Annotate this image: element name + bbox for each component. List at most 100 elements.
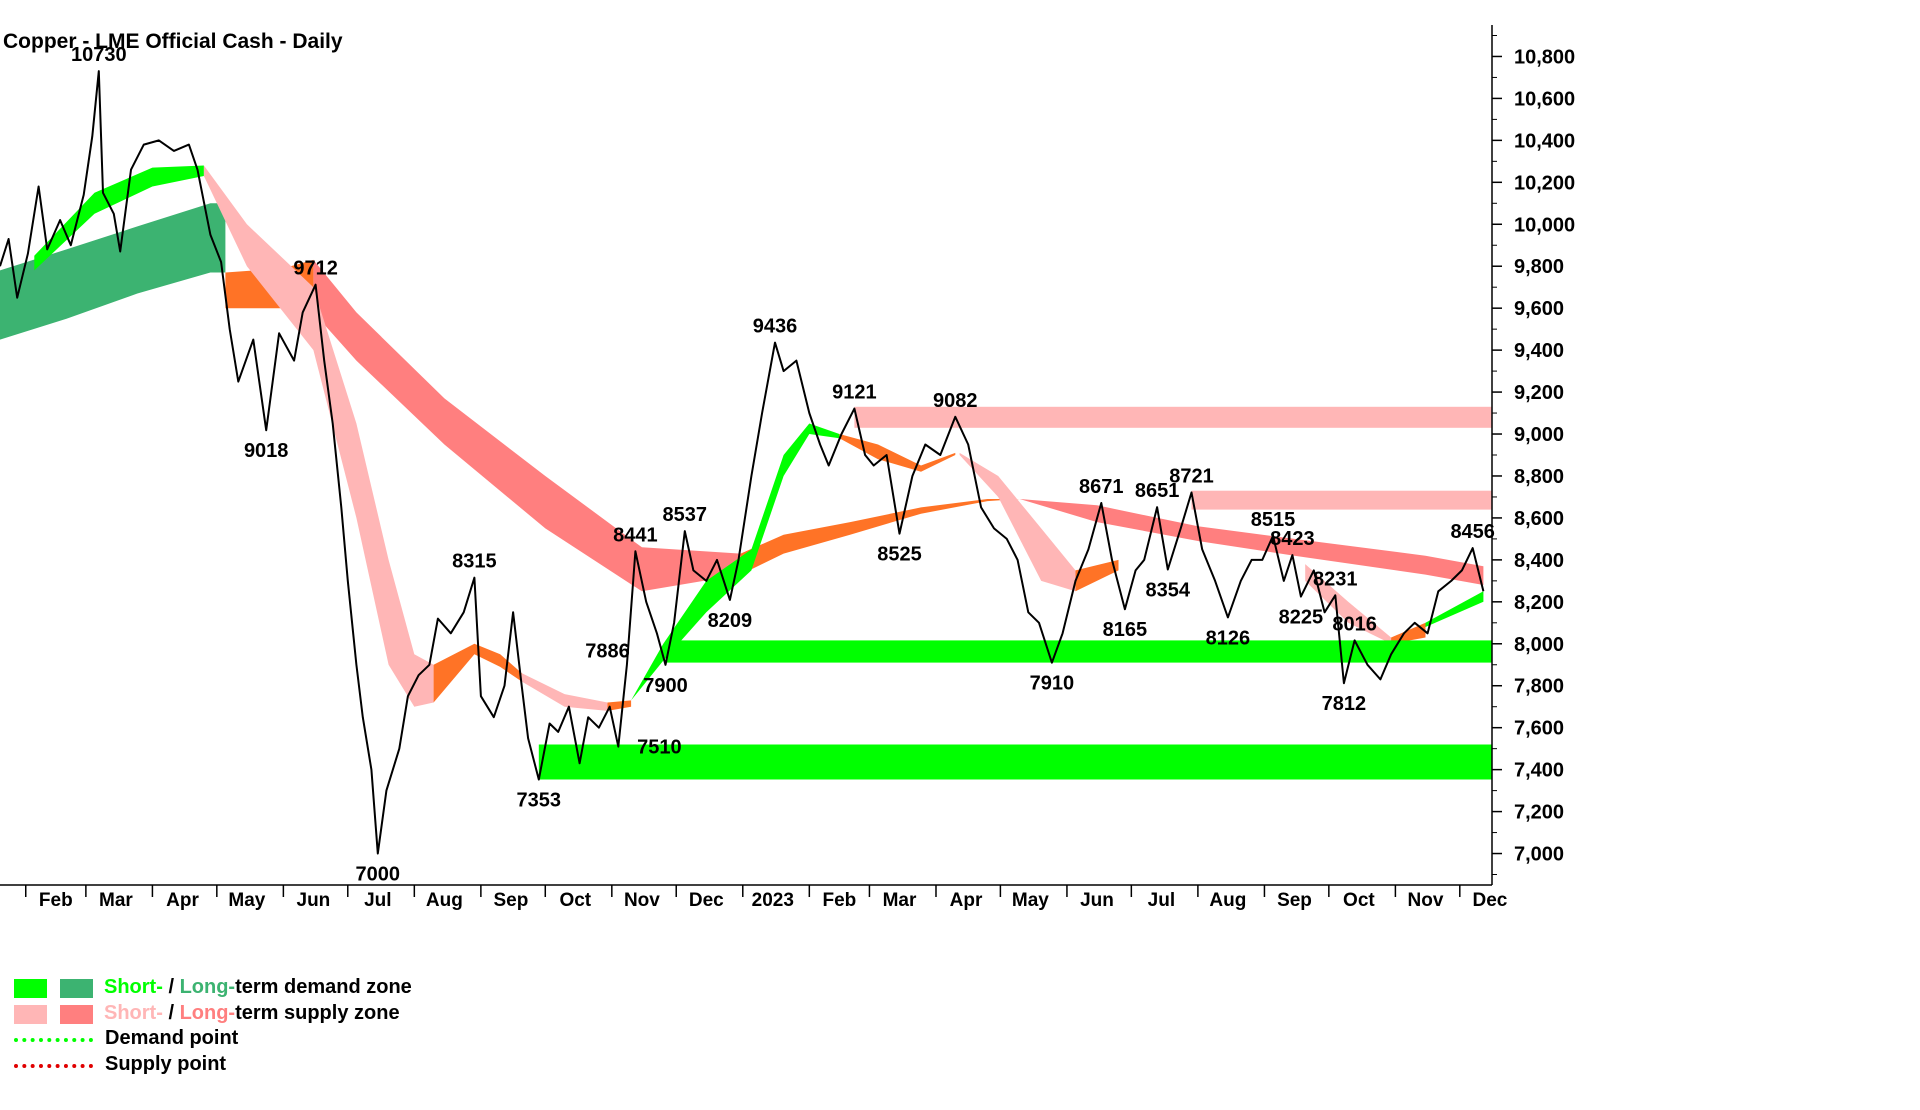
supply-point-dash (14, 1063, 93, 1068)
x-tick-label-2023: 2023 (752, 890, 794, 911)
x-tick-label-Mar: Mar (99, 890, 133, 911)
swing-label-8515: 8515 (1251, 509, 1296, 531)
x-tick-label-Aug: Aug (1209, 890, 1246, 911)
short-demand-zone-0 (665, 640, 1492, 663)
x-tick-label-Jul: Jul (1148, 890, 1175, 911)
x-tick-label-May: May (1012, 890, 1049, 911)
y-tick-label-10800: 10,800 (1514, 47, 1575, 69)
y-tick-label-8600: 8,600 (1514, 508, 1564, 530)
supply-point-label: Supply point (105, 1052, 227, 1075)
swing-label-8225: 8225 (1279, 607, 1324, 629)
y-tick-label-8200: 8,200 (1514, 592, 1564, 614)
short-demand-band-5 (34, 165, 204, 271)
price-line (0, 70, 1485, 855)
swing-label-8423: 8423 (1270, 528, 1315, 550)
long-demand-swatch (60, 979, 93, 998)
short-demand-swatch (14, 979, 47, 998)
swing-label-8016: 8016 (1332, 613, 1377, 635)
x-tick-label-Apr: Apr (166, 890, 199, 911)
short-supply-band-8 (521, 673, 608, 711)
demand-point-dash (14, 1038, 93, 1042)
legend-supply-label: Short- / Long-term supply zone (104, 1001, 400, 1024)
bull-transition-band-9 (607, 700, 632, 711)
long-supply-swatch (60, 1004, 93, 1024)
zones-layer (0, 165, 1492, 780)
short-supply-band-12 (959, 452, 1076, 592)
x-tick-label-Aug: Aug (426, 890, 463, 911)
swing-label-8456: 8456 (1450, 521, 1495, 543)
demand-point-label: Demand point (105, 1027, 239, 1049)
x-tick-label-Jun: Jun (1080, 890, 1114, 911)
y-tick-label-10000: 10,000 (1514, 214, 1575, 236)
swing-label-7910: 7910 (1030, 673, 1075, 695)
swing-label-7886: 7886 (585, 641, 630, 663)
y-tick-label-9200: 9,200 (1514, 382, 1564, 404)
y-tick-label-7000: 7,000 (1514, 844, 1564, 866)
swing-label-10730: 10730 (71, 44, 127, 66)
annotations-layer: 10730 9018 9712 7000 8315 7353 7510 7886 8441 790… (71, 44, 1495, 885)
price-line-layer (0, 70, 1485, 855)
swing-label-7812: 7812 (1322, 693, 1367, 715)
swing-label-8315: 8315 (452, 551, 497, 573)
swing-label-8671: 8671 (1079, 476, 1124, 498)
x-tick-label-Sep: Sep (493, 890, 528, 911)
swing-label-8537: 8537 (663, 504, 708, 526)
x-tick-label-Sep: Sep (1277, 890, 1312, 911)
swing-label-9121: 9121 (832, 382, 877, 404)
short-demand-band-10 (631, 423, 840, 701)
x-tick-label-Nov: Nov (1408, 890, 1444, 911)
y-tick-label-8400: 8,400 (1514, 550, 1564, 572)
swing-label-8209: 8209 (708, 610, 753, 632)
bull-transition-band-11 (839, 434, 956, 472)
bull-transition-band-3 (740, 499, 1020, 575)
y-tick-label-10200: 10,200 (1514, 172, 1575, 194)
swing-label-9712: 9712 (293, 258, 338, 280)
y-tick-label-9400: 9,400 (1514, 340, 1564, 362)
swing-label-9018: 9018 (244, 440, 289, 462)
x-tick-label-Dec: Dec (1472, 890, 1507, 911)
y-tick-label-7600: 7,600 (1514, 718, 1564, 740)
short-supply-zone-2 (854, 406, 1492, 428)
y-tick-label-9000: 9,000 (1514, 424, 1564, 446)
y-tick-label-9600: 9,600 (1514, 298, 1564, 320)
x-tick-label-Apr: Apr (950, 890, 983, 911)
y-tick-label-7200: 7,200 (1514, 802, 1564, 824)
short-supply-zone-3 (1191, 490, 1492, 510)
y-tick-label-10400: 10,400 (1514, 130, 1575, 152)
x-tick-label-Feb: Feb (39, 890, 73, 911)
swing-label-8651: 8651 (1135, 480, 1180, 502)
x-tick-label-Oct: Oct (1343, 890, 1375, 911)
y-tick-label-7800: 7,800 (1514, 676, 1564, 698)
x-tick-label-Nov: Nov (624, 890, 660, 911)
x-tick-label-Mar: Mar (883, 890, 917, 911)
swing-label-8721: 8721 (1169, 466, 1214, 488)
swing-label-8525: 8525 (877, 544, 922, 566)
swing-label-7000: 7000 (356, 864, 401, 886)
axes-layer: 7,000 7,200 7,400 7,600 7,800 8,000 8,200 8,400… (0, 25, 1575, 911)
x-tick-label-Jun: Jun (297, 890, 331, 911)
short-demand-band-16 (1425, 591, 1484, 627)
swing-label-8441: 8441 (613, 524, 658, 546)
short-supply-band-6 (203, 165, 434, 707)
swing-label-9436: 9436 (753, 316, 798, 338)
swing-label-8165: 8165 (1103, 619, 1148, 641)
x-tick-label-Oct: Oct (559, 890, 591, 911)
bull-transition-band-13 (1075, 559, 1119, 592)
y-tick-label-9800: 9,800 (1514, 256, 1564, 278)
swing-label-7353: 7353 (517, 790, 562, 812)
swing-label-9082: 9082 (933, 390, 978, 412)
long-supply-band-1 (313, 259, 752, 592)
swing-label-8354: 8354 (1146, 580, 1191, 602)
y-tick-label-8000: 8,000 (1514, 634, 1564, 656)
x-tick-label-Jul: Jul (364, 890, 391, 911)
long-supply-band-4 (1019, 499, 1484, 585)
swing-label-7900: 7900 (643, 675, 688, 697)
bull-transition-band-7 (433, 643, 522, 703)
x-tick-label-May: May (228, 890, 265, 911)
short-supply-band-14 (1305, 564, 1392, 644)
y-tick-label-8800: 8,800 (1514, 466, 1564, 488)
chart-title: Copper - LME Official Cash - Daily (3, 30, 343, 53)
x-tick-label-Feb: Feb (823, 890, 857, 911)
short-supply-swatch (14, 1004, 47, 1024)
